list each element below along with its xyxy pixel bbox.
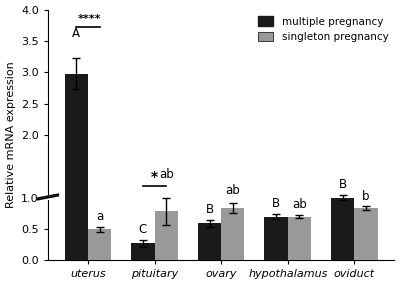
Text: ****: **** [78,14,101,24]
Bar [64,74,88,260]
Bar [221,208,244,260]
Bar [88,229,111,260]
Bar [198,223,221,260]
Legend: multiple pregnancy, singleton pregnancy: multiple pregnancy, singleton pregnancy [254,12,393,46]
Text: B: B [206,203,214,216]
Text: ab: ab [159,168,174,181]
Bar [331,198,354,260]
Text: a: a [96,210,103,223]
Bar [354,208,378,260]
Text: A: A [72,27,80,40]
Bar [131,243,154,260]
Y-axis label: Relative mRNA expression: Relative mRNA expression [6,62,16,208]
Text: C: C [139,223,147,236]
Text: b: b [362,190,370,203]
Text: *: * [151,170,158,184]
Bar [154,211,178,260]
Bar [264,217,288,260]
Text: B: B [272,197,280,210]
Text: ab: ab [292,198,307,211]
Bar [288,217,311,260]
Text: ab: ab [226,184,240,197]
Text: B: B [339,178,347,192]
